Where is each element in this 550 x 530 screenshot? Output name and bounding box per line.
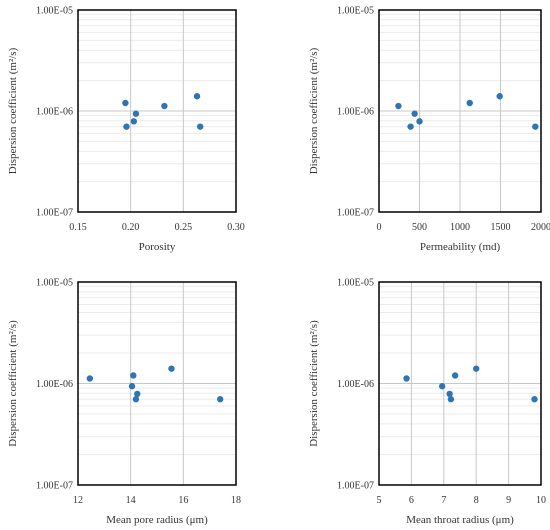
data-point bbox=[122, 99, 129, 107]
x-tick-label: 14 bbox=[126, 495, 136, 506]
data-point bbox=[473, 365, 480, 372]
x-tick-label: 0.20 bbox=[122, 222, 140, 233]
y-tick-label: 1.00E-07 bbox=[36, 208, 73, 219]
x-tick-label: 1500 bbox=[491, 222, 511, 233]
x-tick-label: 0 bbox=[377, 222, 382, 233]
data-point bbox=[168, 365, 175, 372]
x-tick-label: 5 bbox=[377, 495, 382, 506]
y-tick-label: 1.00E-07 bbox=[337, 208, 374, 219]
data-point bbox=[446, 390, 453, 398]
x-tick-label: 2000 bbox=[531, 222, 550, 233]
y-tick-label: 1.00E-05 bbox=[36, 278, 73, 289]
minor-gridlines bbox=[78, 286, 236, 455]
x-tick-label: 0.25 bbox=[175, 222, 193, 233]
x-axis-title: Porosity bbox=[139, 241, 176, 253]
plot-frame bbox=[77, 281, 237, 486]
y-axis-title: Dispersion coefficient (m²/s) bbox=[7, 47, 19, 174]
y-tick-label: 1.00E-06 bbox=[36, 107, 73, 118]
minor-gridlines bbox=[78, 14, 236, 183]
data-point bbox=[130, 118, 138, 125]
data-point bbox=[86, 375, 94, 382]
minor-gridlines bbox=[379, 286, 541, 455]
y-axis-title: Dispersion coefficient (m²/s) bbox=[308, 47, 320, 174]
chart-panel-1: 1.00E-07 1.00E-06 1.00E-05 0.15 0.20 0.25 0.30… bbox=[7, 6, 245, 254]
data-points bbox=[395, 93, 539, 130]
x-axis-title: Mean throat radius (μm) bbox=[406, 514, 514, 526]
data-point bbox=[217, 396, 224, 403]
x-tick-label: 9 bbox=[506, 495, 511, 506]
x-axis-title: Mean pore radius (μm) bbox=[106, 514, 208, 526]
data-point bbox=[128, 383, 136, 390]
chart-panel-3: 1.00E-07 1.00E-06 1.00E-05 12 14 16 18 Mean por… bbox=[7, 278, 241, 527]
x-tick-label: 6 bbox=[409, 495, 414, 506]
data-point bbox=[466, 99, 473, 107]
data-point bbox=[193, 93, 201, 100]
data-point bbox=[134, 390, 141, 398]
chart-panel-2: 1.00E-07 1.00E-06 1.00E-05 0 500 1000 1500 2000… bbox=[308, 6, 550, 254]
data-point bbox=[531, 396, 538, 403]
x-tick-label: 10 bbox=[536, 495, 546, 506]
data-points bbox=[403, 365, 538, 403]
data-point bbox=[132, 110, 140, 117]
chart-panel-4: 1.00E-07 1.00E-06 1.00E-05 5 6 7 8 9 10 Mean thro… bbox=[308, 278, 546, 527]
data-point bbox=[411, 110, 418, 117]
x-tick-label: 18 bbox=[231, 495, 241, 506]
y-axis-title: Dispersion coefficient (m²/s) bbox=[308, 320, 320, 447]
y-tick-label: 1.00E-06 bbox=[337, 379, 374, 390]
y-axis-title: Dispersion coefficient (m²/s) bbox=[7, 320, 19, 447]
y-tick-label: 1.00E-06 bbox=[36, 379, 73, 390]
data-points bbox=[122, 93, 204, 130]
x-tick-label: 500 bbox=[412, 222, 427, 233]
data-point bbox=[407, 123, 414, 130]
x-tick-label: 1000 bbox=[450, 222, 470, 233]
data-point bbox=[403, 375, 410, 382]
data-point bbox=[123, 123, 130, 130]
x-tick-label: 16 bbox=[178, 495, 188, 506]
data-point bbox=[196, 123, 204, 130]
data-point bbox=[438, 383, 446, 390]
plot-frame bbox=[77, 9, 237, 213]
y-tick-label: 1.00E-07 bbox=[337, 481, 374, 492]
data-point bbox=[451, 372, 459, 379]
data-point bbox=[496, 93, 503, 100]
y-tick-label: 1.00E-05 bbox=[36, 6, 73, 17]
data-point bbox=[130, 372, 137, 379]
x-tick-label: 0.15 bbox=[69, 222, 87, 233]
x-tick-label: 7 bbox=[441, 495, 446, 506]
data-point bbox=[161, 102, 168, 110]
x-tick-label: 0.30 bbox=[227, 222, 245, 233]
data-point bbox=[447, 396, 455, 403]
x-tick-label: 8 bbox=[474, 495, 479, 506]
data-points bbox=[86, 365, 224, 403]
y-tick-label: 1.00E-06 bbox=[337, 107, 374, 118]
data-point bbox=[532, 123, 539, 130]
x-tick-label: 12 bbox=[73, 495, 83, 506]
y-tick-label: 1.00E-05 bbox=[337, 278, 374, 289]
plot-frame bbox=[378, 281, 542, 486]
y-tick-label: 1.00E-07 bbox=[36, 481, 73, 492]
data-point bbox=[416, 118, 423, 125]
y-tick-label: 1.00E-05 bbox=[337, 6, 374, 17]
data-point bbox=[132, 396, 140, 403]
data-point bbox=[395, 102, 402, 110]
plot-frame bbox=[378, 9, 542, 213]
x-axis-title: Permeability (md) bbox=[420, 241, 501, 253]
